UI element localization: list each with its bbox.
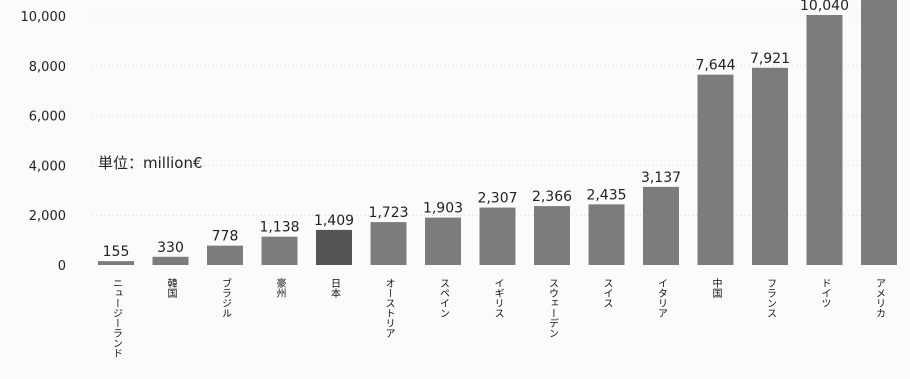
bar <box>588 204 625 265</box>
x-tick-label: アメリカ <box>874 278 885 318</box>
value-label: 7,644 <box>695 58 735 74</box>
y-tick-label: 0 <box>58 259 66 274</box>
x-tick-label: 中国 <box>710 277 722 299</box>
value-label: 1,723 <box>368 205 408 221</box>
x-tick-label: フランス <box>765 278 776 318</box>
bar <box>752 67 788 266</box>
bar <box>370 222 407 265</box>
value-label: 1,903 <box>423 201 463 217</box>
x-tick-label: 韓国 <box>165 278 177 299</box>
value-label: 2,307 <box>477 191 517 207</box>
x-tick-label: オーストリア <box>383 278 394 338</box>
x-tick-label: スイス <box>601 278 613 308</box>
value-label: 2,435 <box>586 187 626 203</box>
x-tick-label: ドイツ <box>819 278 831 308</box>
value-label: 3,137 <box>641 170 681 186</box>
x-tick-label: イタリア <box>656 278 668 318</box>
value-label: 7,921 <box>750 51 790 67</box>
x-tick-label: スペイン <box>438 278 450 318</box>
x-tick-label: ニュージーランド <box>111 278 122 358</box>
y-axis: 0 2,000 4,000 6,000 8,000 10,000 <box>21 10 67 274</box>
x-tick-label: スウェーデン <box>547 278 559 338</box>
bar <box>98 261 134 265</box>
y-tick-label: 6,000 <box>29 110 66 125</box>
y-tick-label: 2,000 <box>29 209 66 224</box>
value-label: 778 <box>212 229 239 245</box>
bar <box>207 245 243 265</box>
value-label: 2,366 <box>532 189 572 205</box>
value-labels: 155 330 778 1,138 1,409 1,723 1,903 2,307 2,366 2… <box>103 0 849 260</box>
bar <box>806 15 843 266</box>
y-tick-label: 4,000 <box>29 159 66 174</box>
bar <box>534 206 570 265</box>
x-tick-label: 日本 <box>329 278 341 299</box>
value-label: 10,040 <box>800 0 849 14</box>
value-label: 1,138 <box>259 220 299 236</box>
bar <box>316 229 352 265</box>
value-label: 330 <box>157 240 184 256</box>
x-axis: ニュージーランド 韓国 ブラジル 豪州 日本 オーストリア スペイン イギリス スウェーデン スイ… <box>111 277 885 358</box>
bar <box>697 74 734 265</box>
unit-label: 単位：million€ <box>98 154 203 172</box>
x-tick-label: ブラジル <box>220 277 232 318</box>
bar <box>425 217 461 265</box>
x-tick-label: イギリス <box>492 278 504 318</box>
bar <box>861 0 897 265</box>
value-label: 155 <box>103 244 130 260</box>
y-tick-label: 10,000 <box>21 10 67 25</box>
bar <box>261 236 298 265</box>
bar <box>643 186 679 265</box>
value-label: 1,409 <box>314 213 354 229</box>
bar <box>152 256 189 265</box>
bar <box>479 207 516 265</box>
x-tick-label: 豪州 <box>274 277 286 298</box>
y-tick-label: 8,000 <box>29 60 66 75</box>
bars <box>98 0 897 266</box>
